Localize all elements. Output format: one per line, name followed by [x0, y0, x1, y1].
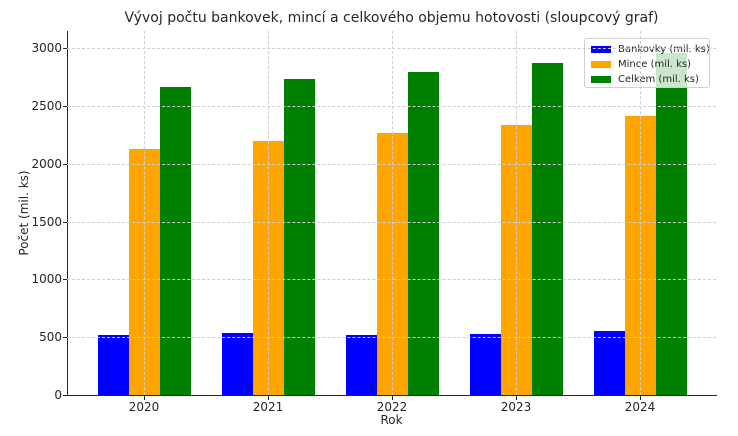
gridline-horizontal [67, 163, 716, 165]
bar-2021-celkem [283, 78, 315, 395]
y-tick-mark [63, 48, 67, 49]
y-axis-line [67, 31, 68, 396]
gridline-horizontal [67, 337, 716, 339]
gridline-horizontal [67, 279, 716, 281]
gridline-horizontal [67, 221, 716, 223]
legend: Bankovky (mil. ks) Mince (mil. ks) Celke… [584, 38, 710, 88]
bar-2022-bankovky [345, 334, 377, 395]
bar-2020-bankovky [97, 334, 129, 395]
gridline-vertical [268, 31, 269, 395]
gridline-horizontal [67, 48, 716, 49]
y-tick-label: 1000 [31, 272, 62, 287]
legend-label-bankovky: Bankovky (mil. ks) [618, 43, 710, 55]
legend-item-mince: Mince (mil. ks) [591, 57, 691, 71]
chart-title: Vývoj počtu bankovek, mincí a celkového … [124, 10, 659, 26]
y-tick-label: 2500 [31, 98, 62, 113]
gridline-vertical [640, 31, 641, 395]
x-tick-mark [268, 396, 269, 400]
bar-2020-celkem [159, 87, 191, 395]
y-tick-mark [63, 221, 67, 223]
y-tick-label: 1500 [31, 214, 62, 229]
y-tick-mark [63, 337, 67, 339]
bar-2024-bankovky [593, 331, 625, 395]
y-tick-mark [63, 163, 67, 165]
y-tick-mark [63, 105, 67, 107]
y-tick-label: 0 [54, 388, 62, 402]
legend-swatch-mince [591, 60, 611, 68]
plot-area [67, 31, 716, 395]
x-tick-label: 2021 [252, 400, 284, 414]
x-tick-label: 2023 [500, 400, 532, 414]
y-tick-label: 3000 [31, 41, 62, 55]
x-tick-mark [392, 396, 393, 400]
bar-2023-celkem [531, 63, 563, 395]
x-axis-line [67, 395, 717, 396]
bar-2022-celkem [407, 71, 439, 395]
x-tick-mark [516, 396, 517, 400]
gridline-vertical [144, 31, 145, 395]
y-axis-label: Počet (mil. ks) [17, 170, 31, 256]
legend-swatch-bankovky [591, 45, 611, 53]
y-tick-label: 500 [39, 330, 62, 345]
x-tick-label: 2024 [624, 400, 656, 414]
y-tick-mark [63, 279, 67, 281]
x-tick-label: 2020 [128, 400, 160, 414]
x-tick-mark [640, 396, 641, 400]
y-tick-label: 2000 [31, 156, 62, 171]
legend-swatch-celkem [591, 75, 611, 83]
x-axis-label: Rok [380, 413, 403, 427]
bar-2023-bankovky [469, 333, 501, 395]
gridline-vertical [392, 31, 393, 395]
legend-label-mince: Mince (mil. ks) [618, 58, 692, 70]
legend-item-bankovky: Bankovky (mil. ks) [591, 42, 710, 56]
bar-2024-celkem [655, 53, 687, 395]
x-tick-mark [144, 396, 145, 400]
legend-item-celkem: Celkem (mil. ks) [591, 72, 699, 86]
gridline-vertical [516, 31, 517, 395]
bar-2021-bankovky [221, 333, 253, 395]
y-tick-mark [63, 395, 67, 396]
gridline-horizontal [67, 105, 716, 107]
x-tick-label: 2022 [376, 400, 408, 414]
legend-label-celkem: Celkem (mil. ks) [618, 73, 699, 85]
